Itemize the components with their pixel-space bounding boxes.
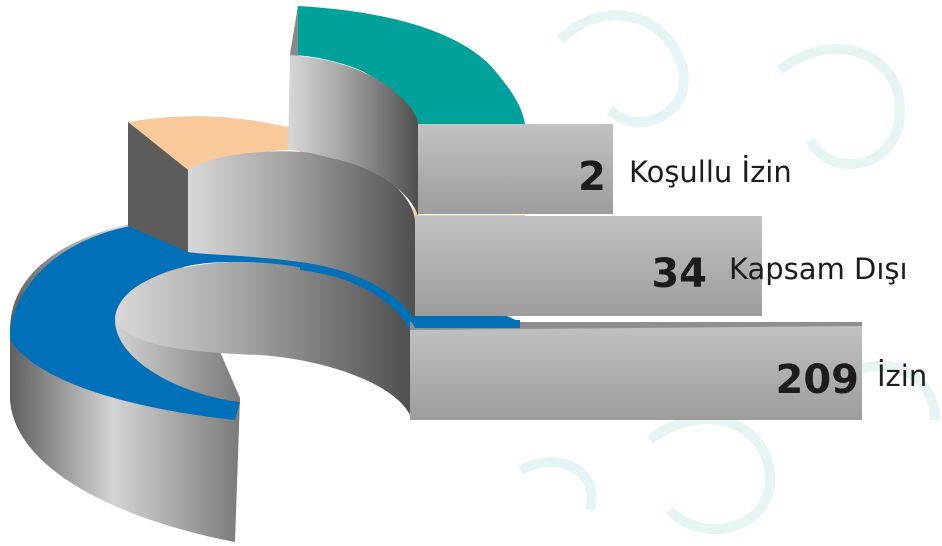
ring-segment-kapsam-disi — [128, 116, 762, 328]
label-kapsam-disi: 34 Kapsam Dışı — [651, 251, 907, 297]
ring-segment-izin — [10, 220, 862, 542]
value-izin: 209 — [776, 357, 860, 403]
value-kapsam-disi: 34 — [651, 251, 707, 297]
value-kosullu-izin: 2 — [578, 154, 606, 200]
ring-segment-kosullu-izin — [288, 6, 613, 216]
name-izin: İzin — [877, 359, 927, 393]
name-kapsam-disi: Kapsam Dışı — [729, 252, 908, 286]
label-kosullu-izin: 2 Koşullu İzin — [578, 154, 792, 200]
name-kosullu-izin: Koşullu İzin — [629, 155, 792, 189]
label-izin: 209 İzin — [776, 357, 928, 403]
